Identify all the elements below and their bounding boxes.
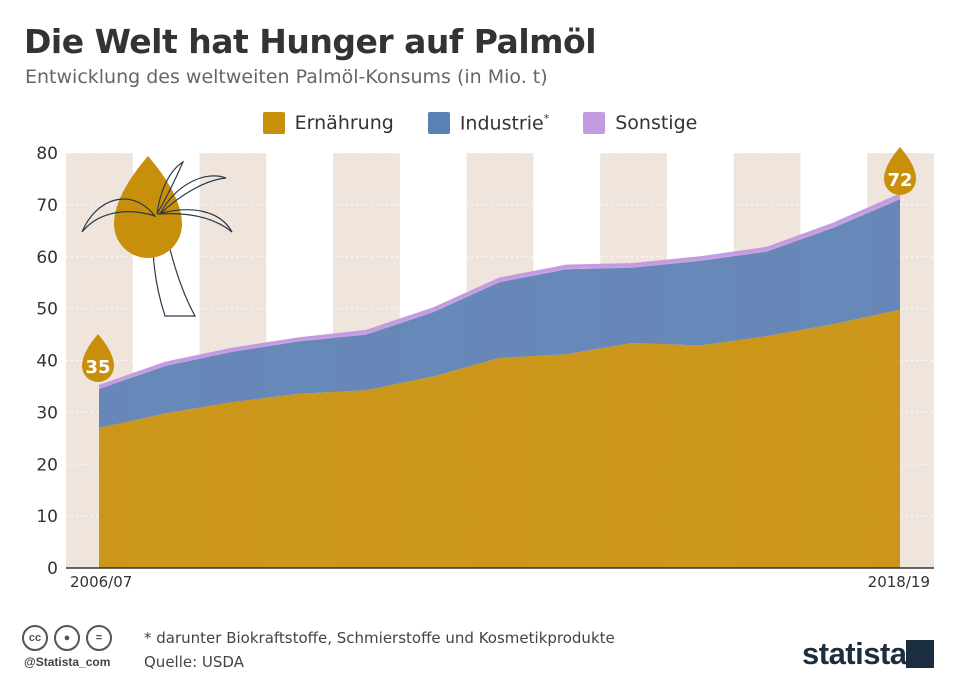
- legend-label-ernaehrung: Ernährung: [294, 112, 394, 135]
- legend: Ernährung Industrie* Sonstige: [0, 112, 960, 134]
- y-tick-label: 10: [36, 507, 58, 527]
- y-tick-label: 40: [36, 352, 58, 372]
- statista-handle: @Statista_com: [24, 655, 111, 669]
- end-droplet: [884, 147, 916, 195]
- source: Quelle: USDA: [144, 653, 244, 671]
- y-tick-label: 20: [36, 455, 58, 475]
- chart-subtitle: Entwicklung des weltweiten Palmöl-Konsum…: [25, 66, 548, 88]
- area-industrie: [99, 199, 900, 428]
- total-line: [98, 193, 901, 388]
- chart-title: Die Welt hat Hunger auf Palmöl: [24, 22, 597, 61]
- legend-label-sonstige: Sonstige: [615, 112, 698, 135]
- attribution-icon: ●: [54, 625, 80, 651]
- palm-leaf-icon: [156, 160, 185, 215]
- legend-swatch-sonstige: [583, 112, 606, 135]
- legend-item-sonstige: Sonstige: [583, 112, 698, 135]
- legend-swatch-ernaehrung: [262, 112, 285, 135]
- y-tick-label: 70: [36, 196, 58, 216]
- start-value-label: 35: [85, 357, 110, 378]
- legend-item-ernaehrung: Ernährung: [262, 112, 394, 135]
- legend-item-industrie: Industrie*: [427, 112, 550, 135]
- license-icons: cc ● =: [22, 625, 112, 651]
- statista-logo-mark: [906, 640, 934, 668]
- area-sonstige: [99, 195, 900, 389]
- legend-swatch-industrie: [427, 112, 450, 135]
- palm-leaf-icon: [81, 198, 157, 233]
- y-tick-label: 80: [36, 144, 58, 164]
- footer-notes: * darunter Biokraftstoffe, Schmierstoffe…: [144, 626, 615, 674]
- y-tick-label: 60: [36, 248, 58, 268]
- footnote: * darunter Biokraftstoffe, Schmierstoffe…: [144, 629, 615, 647]
- y-tick-label: 0: [47, 559, 58, 579]
- no-derivatives-icon: =: [86, 625, 112, 651]
- palm-leaf-icon: [159, 175, 227, 215]
- area-ernaehrung: [99, 309, 900, 568]
- palm-leaf-icon: [157, 209, 233, 233]
- x-tick-label-end: 2018/19: [868, 573, 930, 591]
- y-tick-label: 30: [36, 403, 58, 423]
- oil-drop-icon: [113, 156, 182, 259]
- footnote-mark: *: [543, 112, 550, 125]
- end-value-label: 72: [887, 170, 912, 191]
- y-tick-label: 50: [36, 300, 58, 320]
- cc-icon: cc: [22, 625, 48, 651]
- start-droplet: [82, 334, 114, 382]
- x-tick-label-start: 2006/07: [70, 573, 132, 591]
- statista-logo: statista: [802, 636, 907, 671]
- legend-label-industrie: Industrie*: [459, 112, 550, 135]
